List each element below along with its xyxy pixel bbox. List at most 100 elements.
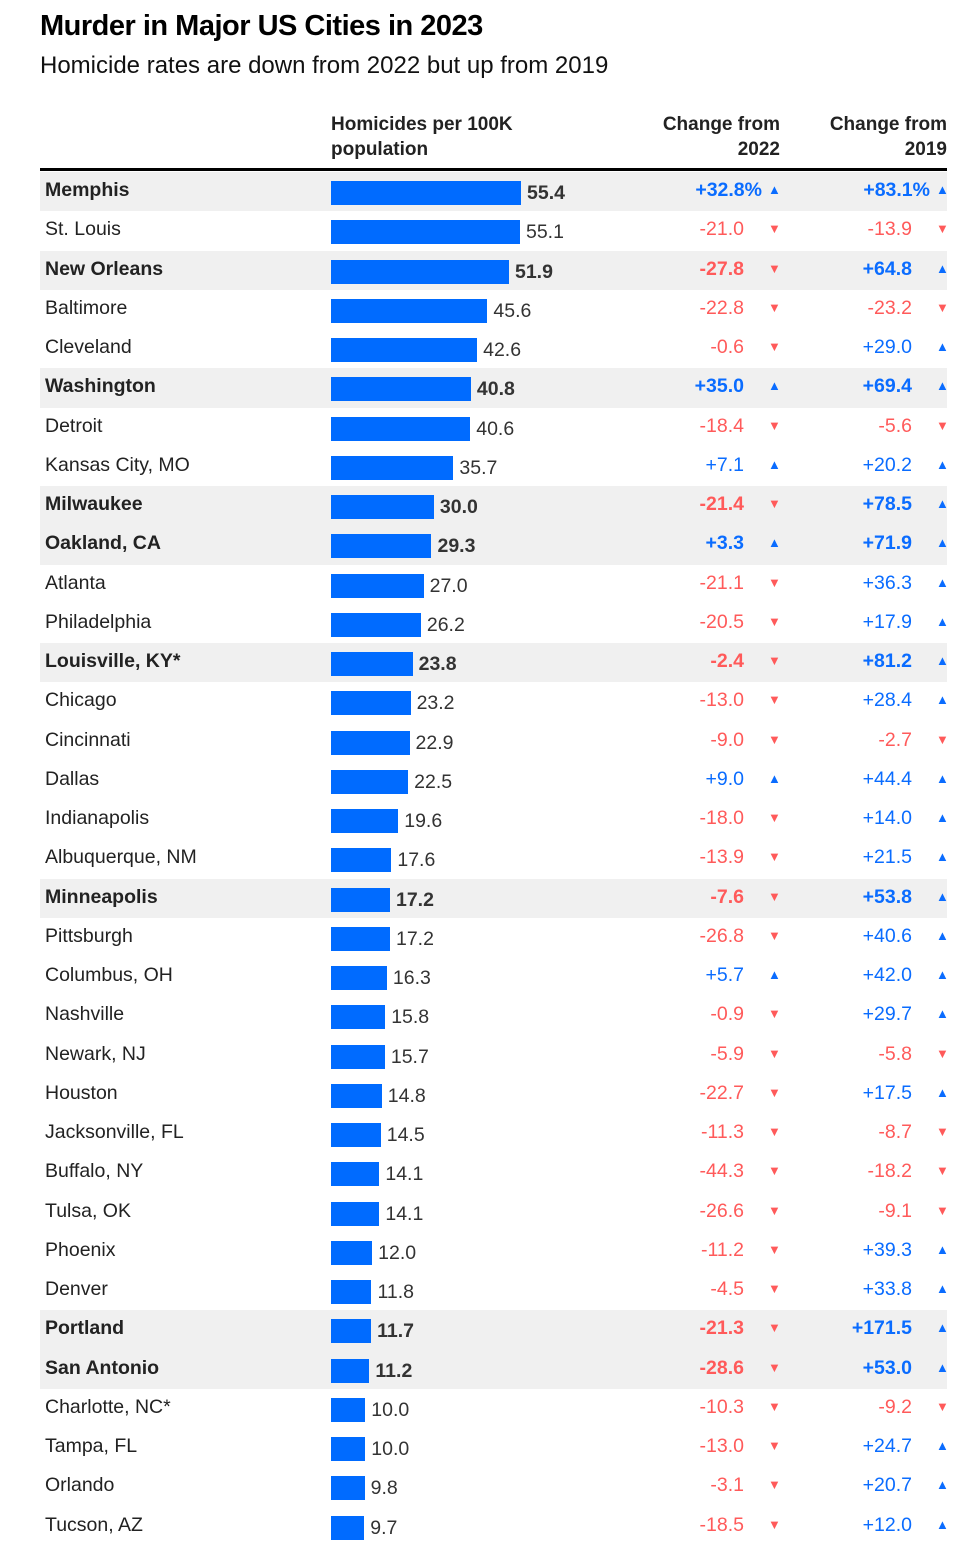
arrow-up-icon: ▲ — [768, 378, 781, 394]
rate-bar — [331, 1397, 366, 1422]
change-2019: -5.6 — [878, 414, 912, 437]
table-row: Buffalo, NY 14.1 -44.3 ▼ -18.2 ▼ — [40, 1153, 949, 1192]
table-row: Detroit 40.6 -18.4 ▼ -5.6 ▼ — [40, 408, 949, 447]
change-2022: -4.5 — [710, 1278, 744, 1300]
city-name: Baltimore — [45, 296, 128, 319]
rate-bar — [331, 730, 410, 755]
rate-bar — [331, 1280, 372, 1304]
city-name: Tucson, AZ — [45, 1513, 143, 1536]
arrow-up-icon: ▲ — [936, 1477, 949, 1493]
arrow-down-icon: ▼ — [936, 299, 949, 315]
arrow-down-icon: ▼ — [768, 888, 781, 904]
change-2022: -26.8 — [699, 924, 744, 947]
city-name: Pittsburgh — [45, 924, 133, 947]
rate-bar — [331, 691, 411, 716]
table-row: San Antonio 11.2 -28.6 ▼ +53.0 ▲ — [40, 1349, 949, 1389]
change-2019: +33.8 — [862, 1278, 912, 1300]
change-2019: +21.5 — [862, 846, 912, 869]
city-name: Newark, NJ — [45, 1042, 146, 1065]
table-row: Newark, NJ 15.7 -5.9 ▼ -5.8 ▼ — [40, 1036, 949, 1075]
arrow-up-icon: ▲ — [936, 1438, 949, 1453]
city-name: Tulsa, OK — [45, 1199, 131, 1222]
arrow-up-icon: ▲ — [936, 888, 949, 904]
rate-label: 11.2 — [375, 1359, 413, 1382]
rate-bar — [331, 1162, 380, 1187]
arrow-down-icon: ▼ — [768, 1438, 781, 1453]
city-name: Jacksonville, FL — [45, 1121, 184, 1143]
arrow-down-icon: ▼ — [936, 417, 949, 433]
table-row: Charlotte, NC* 10.0 -10.3 ▼ -9.2 ▼ — [40, 1389, 949, 1428]
change-2019: +171.5 — [851, 1317, 912, 1340]
rate-bar — [331, 220, 520, 245]
rate-bar — [331, 1044, 385, 1069]
table-row: Denver 11.8 -4.5 ▼ +33.8 ▲ — [40, 1271, 949, 1310]
change-2019: +14.0 — [862, 807, 912, 829]
change-2019: -2.7 — [878, 728, 912, 751]
rate-label: 16.3 — [392, 967, 431, 989]
city-name: San Antonio — [45, 1356, 160, 1379]
arrow-down-icon: ▼ — [768, 1477, 781, 1493]
table-row: Philadelphia 26.2 -20.5 ▼ +17.9 ▲ — [40, 604, 949, 643]
change-2022: -18.4 — [699, 414, 744, 437]
city-name: Minneapolis — [45, 885, 158, 908]
table-row: Oakland, CA 29.3 +3.3 ▲ +71.9 ▲ — [40, 525, 949, 565]
arrow-up-icon: ▲ — [936, 1241, 949, 1257]
arrow-up-icon: ▲ — [936, 613, 949, 629]
rate-bar — [331, 848, 392, 873]
city-name: Washington — [45, 375, 156, 398]
rate-bar — [331, 1240, 373, 1265]
arrow-down-icon: ▼ — [936, 1202, 949, 1218]
arrow-down-icon: ▼ — [768, 417, 781, 433]
arrow-up-icon: ▲ — [768, 182, 781, 197]
city-name: Indianapolis — [45, 807, 150, 829]
rate-label: 30.0 — [439, 496, 478, 518]
city-name: Houston — [45, 1081, 118, 1104]
change-2022: -18.5 — [699, 1513, 744, 1536]
arrow-down-icon: ▼ — [768, 1045, 781, 1061]
table-row: St. Louis 55.1 -21.0 ▼ -13.9 ▼ — [40, 211, 949, 250]
change-2019: +83.1% — [863, 179, 930, 201]
table-row: Houston 14.8 -22.7 ▼ +17.5 ▲ — [40, 1075, 949, 1114]
change-2022: -11.3 — [701, 1121, 744, 1143]
table-row: Kansas City, MO 35.7 +7.1 ▲ +20.2 ▲ — [40, 447, 949, 486]
arrow-down-icon: ▼ — [768, 1006, 781, 1022]
city-name: Albuquerque, NM — [45, 846, 197, 869]
change-2019: -18.2 — [867, 1160, 912, 1183]
rate-label: 14.1 — [385, 1202, 424, 1225]
arrow-up-icon: ▲ — [936, 849, 949, 865]
change-2019: +53.8 — [862, 885, 912, 908]
rate-label: 15.8 — [391, 1006, 430, 1029]
arrow-down-icon: ▼ — [768, 613, 781, 629]
rate-label: 10.0 — [371, 1438, 410, 1460]
change-2019: +64.8 — [862, 257, 912, 280]
rate-bar — [331, 416, 471, 441]
rate-bar — [331, 612, 421, 637]
city-name: Detroit — [45, 414, 103, 437]
change-2019: -13.9 — [867, 218, 912, 241]
table-row: Baltimore 45.6 -22.8 ▼ -23.2 ▼ — [40, 290, 949, 329]
change-2019: -9.1 — [878, 1199, 912, 1222]
change-2019: +17.9 — [862, 610, 912, 633]
table-row: Columbus, OH 16.3 +5.7 ▲ +42.0 ▲ — [40, 957, 949, 996]
rate-label: 19.6 — [404, 810, 443, 832]
arrow-down-icon: ▼ — [768, 927, 781, 943]
change-2022: +7.1 — [705, 453, 745, 476]
city-name: Louisville, KY* — [45, 650, 181, 672]
arrow-up-icon: ▲ — [936, 1084, 949, 1100]
rate-bar — [331, 338, 478, 362]
rate-bar — [331, 377, 471, 402]
arrow-down-icon: ▼ — [768, 1202, 781, 1218]
change-2022: -9.0 — [710, 728, 744, 751]
change-2019: +28.4 — [862, 689, 912, 712]
city-name: Atlanta — [45, 571, 106, 594]
change-2019: +78.5 — [862, 493, 912, 515]
change-2022: -0.6 — [710, 336, 744, 358]
rate-label: 42.6 — [483, 339, 522, 361]
change-2022: +9.0 — [705, 767, 745, 790]
change-2022: -21.0 — [699, 218, 744, 241]
rate-bar — [331, 1437, 366, 1461]
rate-bar — [331, 573, 424, 598]
rate-label: 35.7 — [459, 456, 498, 479]
change-2022: +35.0 — [694, 375, 744, 398]
arrow-up-icon: ▲ — [768, 770, 781, 786]
